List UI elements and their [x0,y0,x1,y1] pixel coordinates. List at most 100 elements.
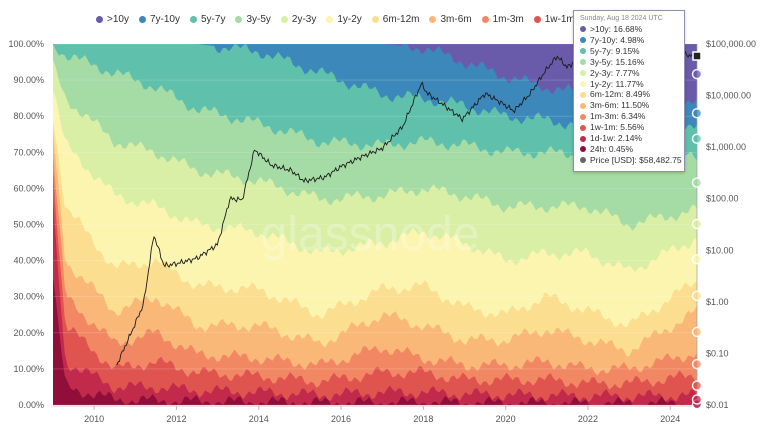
y-axis-left: 0.00% 10.00% 20.00% 30.00% 40.00% 50.00% 60.00… [8,39,44,410]
legend-label: 1w-1m [544,14,575,25]
marker-1y-2y [691,254,703,265]
tooltip-row: 6m-12m: 8.49% [580,89,678,100]
tooltip-dot-icon [580,48,586,55]
marker-3y-5y [691,177,703,188]
marker-1w-1m [691,380,703,391]
legend-item[interactable]: 6m-12m [371,14,420,25]
legend-swatch-icon [326,16,334,23]
tooltip-row-text: 1m-3m: 6.34% [590,111,646,122]
age-bands [53,44,697,406]
tooltip-row-text: 3y-5y: 15.16% [590,56,645,67]
legend-item[interactable]: 7y-10y [138,14,180,25]
legend-label: 2y-3y [291,14,317,25]
tooltip-dot-icon [580,59,586,66]
legend-item[interactable]: 2y-3y [280,14,317,25]
legend-item[interactable]: 1y-2y [326,14,362,25]
band-3m-6m [53,132,697,406]
tooltip-row-text: 1w-1m: 5.56% [590,122,645,133]
legend-item[interactable]: 1m-3m [481,14,524,25]
legend-item[interactable]: 3y-5y [235,14,271,25]
tooltip-row: 24h: 0.45% [580,144,678,155]
legend-swatch-icon [371,16,379,23]
legend-swatch-icon [138,16,146,23]
x-tick-label: 2012 [166,414,186,424]
y-left-tick-label: 70.00% [13,147,44,157]
legend-label: >10y [107,14,129,25]
y-left-tick-label: 20.00% [13,328,44,338]
tooltip-dot-icon [580,146,586,153]
tooltip-row-text: 5y-7y: 9.15% [590,45,640,56]
marker-6m-12m [691,290,703,302]
tooltip-row-text: 1y-2y: 11.77% [590,78,644,89]
marker-1m-3m [691,358,703,370]
tooltip-row-text: 7y-10y: 4.98% [590,34,645,45]
y-right-tick-label: $100,000.00 [706,39,756,49]
tooltip-dot-icon [580,37,586,44]
y-right-tick-label: $1,000.00 [706,142,746,152]
tooltip-row: 7y-10y: 4.98% [580,35,678,46]
tooltip-dot-icon [580,157,586,164]
y-left-tick-label: 0.00% [18,400,44,410]
tooltip-rows: >10y: 16.68% 7y-10y: 4.98% 5y-7y: 9.15% 3y-… [580,24,682,166]
legend-label: 3m-6m [440,14,472,25]
legend-label: 3y-5y [246,14,271,25]
y-left-tick-label: 30.00% [13,292,44,302]
tooltip-dot-icon [580,124,586,131]
tooltip-row-text: 1d-1w: 2.14% [590,133,642,144]
legend-item[interactable]: 3m-6m [429,14,472,25]
tooltip-row: 5y-7y: 9.15% [580,46,678,57]
hover-markers [691,44,703,410]
legend-label: 1m-3m [492,14,524,25]
tooltip-row-text: 6m-12m: 8.49% [590,89,650,100]
y-right-tick-label: $1.00 [706,297,729,307]
y-axis-right: $0.01 $0.10 $1.00 $10.00 $100.00 $1,000.00 $10… [706,39,756,410]
x-tick-label: 2014 [249,414,269,424]
tooltip-row: Price [USD]: $58,482.75 [580,155,682,166]
legend-item[interactable]: 5y-7y [189,14,225,25]
tooltip-row-text: 24h: 0.45% [590,143,634,154]
legend-label: 6m-12m [382,14,420,25]
tooltip-dot-icon [580,80,586,87]
tooltip-row: 1y-2y: 11.77% [580,79,678,90]
tooltip-row: 1w-1m: 5.56% [580,122,678,133]
marker-1d-1w [691,394,703,405]
x-tick-label: 2016 [331,414,351,424]
marker->10y [691,68,703,80]
watermark: glassnode [261,208,480,261]
legend-swatch-icon [280,16,288,23]
marker-5y-7y [691,133,703,144]
tooltip-row: 1m-3m: 6.34% [580,111,678,122]
legend-swatch-icon [533,16,541,23]
tooltip-dot-icon [580,102,586,109]
tooltip-date: Sunday, Aug 18 2024 UTC [580,15,663,22]
legend-swatch-icon [481,16,489,23]
legend-swatch-icon [96,16,103,23]
legend-item[interactable]: >10y [96,14,129,25]
legend-item[interactable]: 1w-1m [533,14,575,25]
chart-legend: >10y 7y-10y 5y-7y 3y-5y 2y-3y 1y-2y 6m-12m 3m-6… [96,14,623,25]
tooltip-row-text: Price [USD]: $58,482.75 [590,154,682,165]
tooltip-dot-icon [580,135,586,142]
tooltip-row: 2y-3y: 7.77% [580,68,678,79]
y-right-tick-label: $100.00 [706,194,739,204]
x-tick-label: 2024 [660,414,680,424]
x-axis: 2010 2012 2014 2016 2018 2020 2022 2024 [53,405,697,424]
legend-swatch-icon [235,16,243,23]
legend-label: 1y-2y [337,14,362,25]
marker-3m-6m [691,326,703,338]
tooltip-row: 3m-6m: 11.50% [580,100,678,111]
band-1w-1m [53,170,697,405]
tooltip-row: >10y: 16.68% [580,24,678,35]
marker-2y-3y [691,218,703,230]
tooltip-dot-icon [580,70,586,77]
tooltip-row-text: 3m-6m: 11.50% [590,100,650,111]
y-right-tick-label: $0.10 [706,348,729,358]
marker-price [692,51,702,61]
tooltip-row: 1d-1w: 2.14% [580,133,678,144]
y-left-tick-label: 10.00% [13,364,44,374]
y-left-tick-label: 80.00% [13,111,44,121]
x-tick-label: 2010 [84,414,104,424]
y-left-tick-label: 40.00% [13,256,44,266]
x-tick-label: 2022 [578,414,598,424]
